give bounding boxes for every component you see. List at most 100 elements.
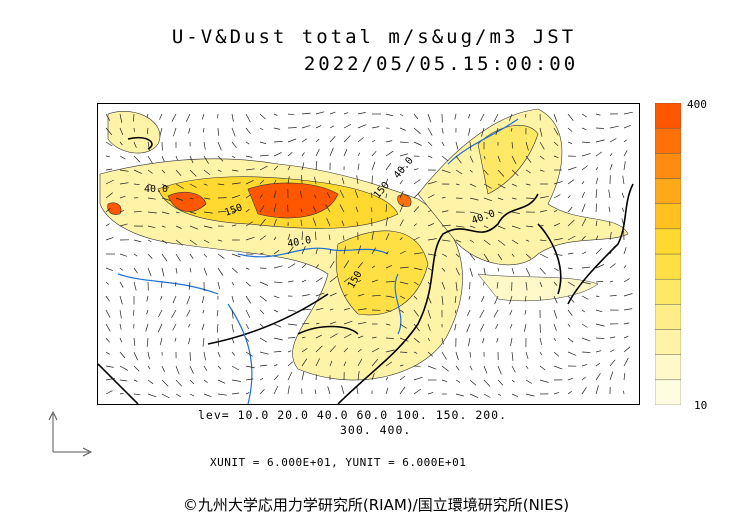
wind-arrow (105, 168, 113, 171)
wind-arrow (413, 236, 420, 241)
wind-arrow (493, 113, 499, 123)
wind-arrow (567, 323, 571, 327)
wind-arrow (357, 371, 360, 381)
wind-arrow (300, 208, 303, 213)
wind-arrow (161, 183, 170, 188)
wind-arrow (314, 231, 317, 241)
wind-arrow (105, 113, 111, 121)
wind-arrow (133, 169, 142, 174)
wind-arrow (315, 125, 322, 129)
wind-arrow (371, 126, 380, 129)
wind-arrow (511, 253, 515, 257)
wind-arrow (399, 364, 404, 367)
wind-arrow (231, 141, 237, 149)
wind-arrow (201, 113, 205, 120)
wind-arrow (539, 209, 548, 213)
wind-arrow (469, 239, 475, 243)
wind-arrow (329, 249, 332, 255)
wind-arrow (314, 176, 317, 185)
wind-arrow (119, 379, 128, 382)
wind-arrow (259, 364, 268, 367)
wind-arrow (581, 387, 587, 395)
wind-arrow (427, 238, 437, 241)
wind-arrow (525, 225, 534, 228)
wind-arrow (273, 281, 283, 284)
wind-arrow (119, 295, 123, 305)
wind-arrow (553, 337, 557, 342)
wind-arrow (217, 337, 220, 347)
wind-arrow (119, 309, 122, 319)
wind-arrow (595, 337, 605, 339)
coastlines (98, 136, 634, 404)
wind-arrow (497, 239, 506, 246)
wind-arrow (259, 113, 266, 120)
wind-arrow (188, 281, 191, 290)
wind-arrow (466, 323, 471, 333)
wind-arrow (385, 178, 389, 185)
wind-arrow (595, 263, 605, 269)
wind-arrow (468, 127, 471, 136)
wind-arrow (175, 379, 182, 387)
wind-arrow (175, 365, 180, 375)
wind-arrow (132, 309, 135, 316)
wind-arrow (119, 155, 126, 160)
wind-arrow (413, 309, 419, 317)
wind-arrow (496, 281, 499, 289)
wind-arrow (370, 192, 373, 199)
wind-arrow (427, 365, 437, 370)
wind-arrow (343, 361, 347, 367)
wind-arrow (539, 155, 545, 160)
wind-arrow (511, 169, 519, 176)
wind-arrow (147, 141, 150, 151)
contour-label: 40.0 (287, 235, 313, 250)
wind-arrow (427, 281, 432, 286)
wind-arrow (245, 351, 253, 357)
wind-arrow (553, 253, 563, 256)
wind-arrow (301, 138, 307, 143)
wind-arrow (567, 166, 577, 171)
wind-arrow (245, 309, 251, 318)
wind-arrow (497, 253, 503, 261)
wind-arrow (147, 267, 152, 277)
wind-arrow (623, 278, 630, 283)
wind-arrow (370, 207, 373, 213)
wind-arrow (595, 220, 598, 227)
wind-arrow (609, 263, 616, 269)
wind-arrow (203, 169, 211, 175)
wind-arrow (105, 281, 110, 285)
map-title: U-V&Dust total m/s&ug/m3 JST (171, 26, 577, 48)
wind-arrow (553, 323, 557, 331)
wind-arrow (231, 295, 234, 303)
wind-arrow (175, 393, 181, 398)
wind-arrow (315, 248, 318, 255)
wind-arrow (467, 113, 471, 119)
wind-arrow (539, 323, 541, 333)
wind-arrow (217, 183, 225, 186)
wind-arrow (161, 155, 165, 162)
wind-arrow (553, 127, 559, 136)
wind-arrow (525, 253, 532, 259)
colorbar-swatch (654, 253, 682, 280)
wind-arrow (315, 277, 323, 283)
wind-arrow (315, 307, 324, 311)
wind-arrow (511, 183, 518, 187)
wind-arrow (399, 153, 409, 157)
wind-arrow (259, 141, 267, 144)
wind-arrow (371, 358, 379, 367)
wind-arrow (441, 141, 445, 147)
wind-arrow (399, 203, 404, 213)
wind-arrow (399, 180, 403, 185)
wind-arrow (525, 155, 532, 163)
wind-arrow (189, 211, 197, 214)
wind-arrow (385, 217, 389, 227)
wind-arrow (157, 323, 163, 333)
wind-arrow (413, 388, 422, 395)
wind-arrow (385, 377, 389, 381)
wind-arrow (175, 155, 178, 161)
contour-levels-line2: 300. 400. (340, 423, 412, 437)
wind-arrow (119, 351, 126, 359)
wind-arrow (356, 386, 359, 395)
wind-arrow (539, 351, 543, 356)
wind-arrow (553, 351, 560, 357)
wind-arrow (482, 337, 485, 344)
